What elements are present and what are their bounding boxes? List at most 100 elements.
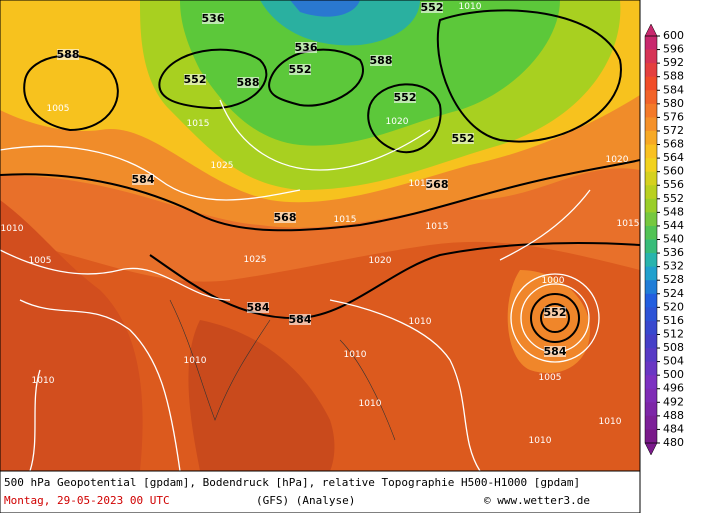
geopotential-label: 588	[237, 76, 260, 89]
colorbar-tick-label: 504	[663, 355, 684, 368]
pressure-label: 1020	[386, 117, 409, 127]
colorbar-segment	[645, 171, 657, 186]
colorbar-tick-label: 492	[663, 395, 684, 408]
colorbar-cap-bottom	[644, 442, 658, 456]
colorbar-segment	[645, 158, 657, 173]
label-bg	[426, 179, 448, 190]
colorbar-segment	[645, 429, 657, 444]
colorbar-tick-label: 512	[663, 327, 684, 340]
label-bg	[247, 302, 269, 313]
geopotential-label: 584	[544, 345, 567, 358]
colorbar-cap-top	[644, 23, 658, 37]
colorbar-segment	[645, 320, 657, 335]
geopotential-label: 552	[394, 91, 417, 104]
caption-date: Montag, 29-05-2023 00 UTC	[4, 494, 170, 507]
label-bg	[452, 133, 474, 144]
label-bg	[132, 174, 154, 185]
colorbar-segment	[645, 130, 657, 146]
colorbar-tick-label: 500	[663, 368, 684, 381]
geopotential-label: 588	[370, 54, 393, 67]
colorbar-segment	[645, 334, 657, 349]
label-bg	[289, 314, 311, 325]
pressure-label: 1020	[369, 256, 392, 266]
colorbar-segment	[645, 144, 657, 159]
pressure-label: 1015	[187, 119, 210, 129]
label-bg	[544, 307, 566, 318]
colorbar-segment	[645, 388, 657, 403]
colorbar: 6005965925885845805765725685645605565525…	[644, 23, 684, 456]
label-bg	[202, 13, 224, 24]
pressure-label: 1010	[599, 417, 622, 427]
label-bg	[394, 92, 416, 103]
pressure-label: 1005	[29, 256, 52, 266]
label-bg	[289, 64, 311, 75]
label-bg	[370, 55, 392, 66]
pressure-label: 1015	[409, 179, 432, 189]
label-bg	[421, 2, 443, 13]
colorbar-tick-label: 596	[663, 43, 684, 56]
colorbar-segment	[645, 375, 657, 390]
colorbar-tick-label: 576	[663, 110, 684, 123]
colorbar-segment	[645, 280, 657, 295]
colorbar-tick-label: 564	[663, 151, 684, 164]
caption-credit: © www.wetter3.de	[484, 494, 590, 507]
colorbar-segment	[645, 63, 657, 78]
pressure-label: 1025	[244, 255, 267, 265]
caption-line: 500 hPa Geopotential [gpdam], Bodendruck…	[4, 476, 580, 489]
colorbar-segment	[645, 103, 657, 118]
colorbar-tick-label: 600	[663, 29, 684, 42]
geopotential-label: 552	[421, 1, 444, 14]
pressure-label: 1015	[334, 215, 357, 225]
pressure-label: 1005	[539, 373, 562, 383]
colorbar-segment	[645, 253, 657, 268]
colorbar-segment	[645, 76, 657, 91]
pressure-label: 1000	[542, 276, 565, 286]
colorbar-tick-label: 548	[663, 205, 684, 218]
colorbar-segment	[645, 36, 657, 51]
pressure-label: 1010	[459, 2, 482, 12]
colorbar-tick-label: 524	[663, 287, 684, 300]
colorbar-tick-label: 556	[663, 178, 684, 191]
colorbar-segment	[645, 361, 657, 376]
colorbar-tick-label: 536	[663, 246, 684, 259]
pressure-label: 1010	[32, 376, 55, 386]
colorbar-tick-label: 480	[663, 436, 684, 449]
geopotential-label: 536	[202, 12, 225, 25]
geopotential-label: 568	[426, 178, 449, 191]
colorbar-tick-label: 544	[663, 219, 684, 232]
geopotential-label: 588	[57, 48, 80, 61]
geopotential-label: 536	[295, 41, 318, 54]
geopotential-label: 552	[184, 73, 207, 86]
colorbar-tick-label: 496	[663, 382, 684, 395]
geopotential-label: 552	[544, 306, 567, 319]
colorbar-segment	[645, 348, 657, 363]
colorbar-segment	[645, 198, 657, 213]
label-bg	[295, 42, 317, 53]
colorbar-segment	[645, 117, 657, 132]
colorbar-segment	[645, 185, 657, 200]
geopotential-label: 584	[247, 301, 270, 314]
pressure-label: 1010	[344, 350, 367, 360]
pressure-label: 1010	[1, 224, 24, 234]
geopotential-label: 552	[452, 132, 475, 145]
colorbar-segment	[645, 239, 657, 254]
geopotential-label: 568	[274, 211, 297, 224]
colorbar-segment	[645, 266, 657, 281]
colorbar-tick-label: 584	[663, 83, 684, 96]
colorbar-tick-label: 592	[663, 56, 684, 69]
geopotential-label: 584	[289, 313, 312, 326]
colorbar-tick-label: 508	[663, 341, 684, 354]
label-bg	[274, 212, 296, 223]
colorbar-tick-label: 560	[663, 165, 684, 178]
pressure-label: 1010	[529, 436, 552, 446]
caption-model: (GFS) (Analyse)	[256, 494, 355, 507]
pressure-label: 1010	[409, 317, 432, 327]
colorbar-tick-label: 540	[663, 233, 684, 246]
caption-box	[0, 470, 641, 513]
colorbar-segment	[645, 225, 657, 240]
colorbar-tick-label: 552	[663, 192, 684, 205]
colorbar-tick-label: 588	[663, 70, 684, 83]
colorbar-segment	[645, 402, 657, 417]
pressure-label: 1005	[47, 104, 70, 114]
label-bg	[544, 346, 566, 357]
